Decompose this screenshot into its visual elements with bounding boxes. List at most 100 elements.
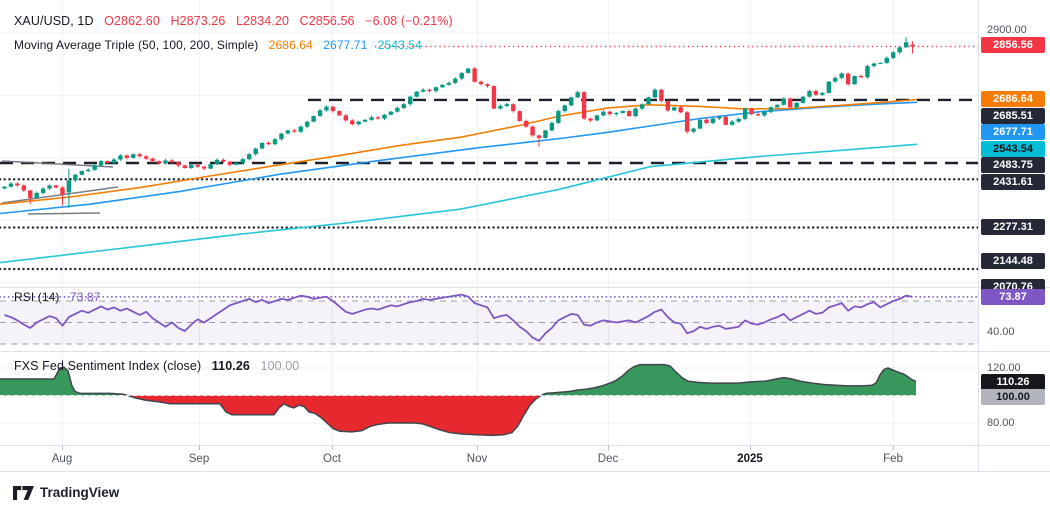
price-badge: 2543.54 — [981, 140, 1045, 157]
candle-body — [28, 190, 33, 198]
price-badge: 73.87 — [981, 288, 1045, 305]
candle-body — [684, 112, 690, 132]
symbol-title[interactable]: XAU/USD, 1D — [14, 14, 94, 28]
moving-averages — [0, 98, 918, 264]
candle-body — [40, 188, 46, 193]
candle-body — [601, 111, 606, 116]
candle-body — [401, 104, 406, 108]
ma200-value: 2543.54 — [377, 38, 422, 52]
ohlc-open: O2862.60 — [104, 14, 160, 28]
candle-body — [543, 130, 548, 138]
candle-body — [581, 92, 587, 119]
candle-body — [517, 111, 522, 122]
candle-body — [279, 133, 284, 140]
candle-body — [871, 63, 877, 67]
ma50-value: 2686.64 — [268, 38, 313, 52]
candle-body — [317, 110, 323, 117]
candle-body — [897, 47, 902, 53]
candle-body — [92, 165, 97, 170]
tradingview-logo[interactable]: TradingView — [13, 485, 119, 500]
ma-indicator-legend[interactable]: Moving Average Triple (50, 100, 200, Sim… — [14, 38, 422, 52]
candle-body — [86, 169, 91, 172]
candle-body — [34, 192, 39, 198]
candle-body — [259, 142, 265, 149]
candle-body — [227, 161, 233, 165]
symbol-legend[interactable]: XAU/USD, 1D O2862.60 H2873.26 L2834.20 C… — [14, 14, 453, 28]
time-tick — [199, 446, 200, 450]
sentiment-plot — [0, 363, 917, 437]
candle-body — [478, 81, 484, 85]
candle-body — [768, 107, 774, 112]
rsi-indicator-legend[interactable]: RSI (14) 73.87 — [14, 290, 100, 304]
ma200-line — [0, 143, 918, 264]
time-tick — [750, 446, 751, 450]
candle-body — [633, 108, 638, 117]
ma-indicator-title[interactable]: Moving Average Triple (50, 100, 200, Sim… — [14, 38, 259, 52]
candle-body — [736, 118, 741, 122]
axis-label: 80.00 — [987, 417, 1015, 429]
candle-body — [124, 155, 130, 158]
change-value: −6.08 (−0.21%) — [365, 14, 453, 28]
candle-body — [465, 68, 471, 73]
candle-body — [794, 102, 799, 108]
time-label: Nov — [466, 453, 488, 465]
price-badge: 2856.56 — [981, 37, 1045, 53]
candle-body — [878, 62, 883, 64]
rsi-band — [0, 300, 978, 345]
trendline — [1, 186, 119, 204]
candle-body — [607, 111, 613, 115]
time-label: Dec — [597, 453, 619, 465]
candle-body — [530, 126, 535, 136]
candle-body — [420, 89, 426, 92]
rsi-indicator-title[interactable]: RSI (14) — [14, 290, 60, 304]
candle-body — [697, 119, 703, 129]
candle-body — [556, 111, 561, 123]
candle-body — [163, 160, 168, 164]
candle-body — [646, 97, 651, 105]
candle-body — [21, 185, 27, 191]
candle-body — [858, 76, 864, 78]
candle-body — [826, 81, 832, 93]
time-label: Oct — [323, 453, 341, 465]
candle-body — [234, 162, 239, 165]
time-label: 2025 — [737, 453, 763, 465]
candle-body — [569, 97, 574, 106]
price-badge: 2277.31 — [981, 219, 1045, 235]
candle-body — [60, 187, 65, 195]
time-tick — [62, 446, 63, 450]
candle-body — [433, 87, 439, 92]
candle-body — [330, 106, 336, 112]
candle-body — [343, 115, 349, 121]
candle-body — [536, 135, 542, 138]
candle-body — [730, 121, 735, 125]
time-axis[interactable]: Aug Sep Oct Nov Dec 2025 Feb — [0, 446, 1050, 471]
sentiment-area-negative — [0, 395, 916, 436]
candle-body — [156, 161, 162, 164]
candle-body — [807, 91, 812, 97]
candle-body — [272, 139, 278, 145]
sentiment-indicator-legend[interactable]: FXS Fed Sentiment Index (close) 110.26 1… — [14, 359, 299, 373]
gridlines — [0, 0, 978, 445]
ma100-value: 2677.71 — [323, 38, 368, 52]
candle-body — [356, 121, 361, 125]
candle-body — [453, 78, 458, 83]
candle-body — [852, 76, 857, 85]
candle-body — [388, 111, 394, 115]
sentiment-line — [0, 363, 917, 437]
candle-body — [266, 142, 271, 145]
candle-body — [575, 92, 580, 98]
candle-body — [427, 89, 432, 92]
price-badge: 2431.61 — [981, 173, 1045, 190]
candle-body — [66, 180, 72, 193]
candle-body — [833, 77, 838, 82]
candle-body — [717, 116, 722, 119]
candle-body — [15, 183, 20, 186]
sentiment-indicator-title[interactable]: FXS Fed Sentiment Index (close) — [14, 359, 202, 373]
sentiment-baseline-value: 100.00 — [260, 359, 300, 373]
price-axis-column[interactable]: 2900.00 40.00 120.00 80.00 2856.56 2686.64 268… — [979, 0, 1050, 471]
candle-body — [47, 185, 52, 189]
candle-body — [787, 98, 793, 108]
rsi-plot — [0, 293, 979, 342]
candle-body — [652, 89, 658, 98]
